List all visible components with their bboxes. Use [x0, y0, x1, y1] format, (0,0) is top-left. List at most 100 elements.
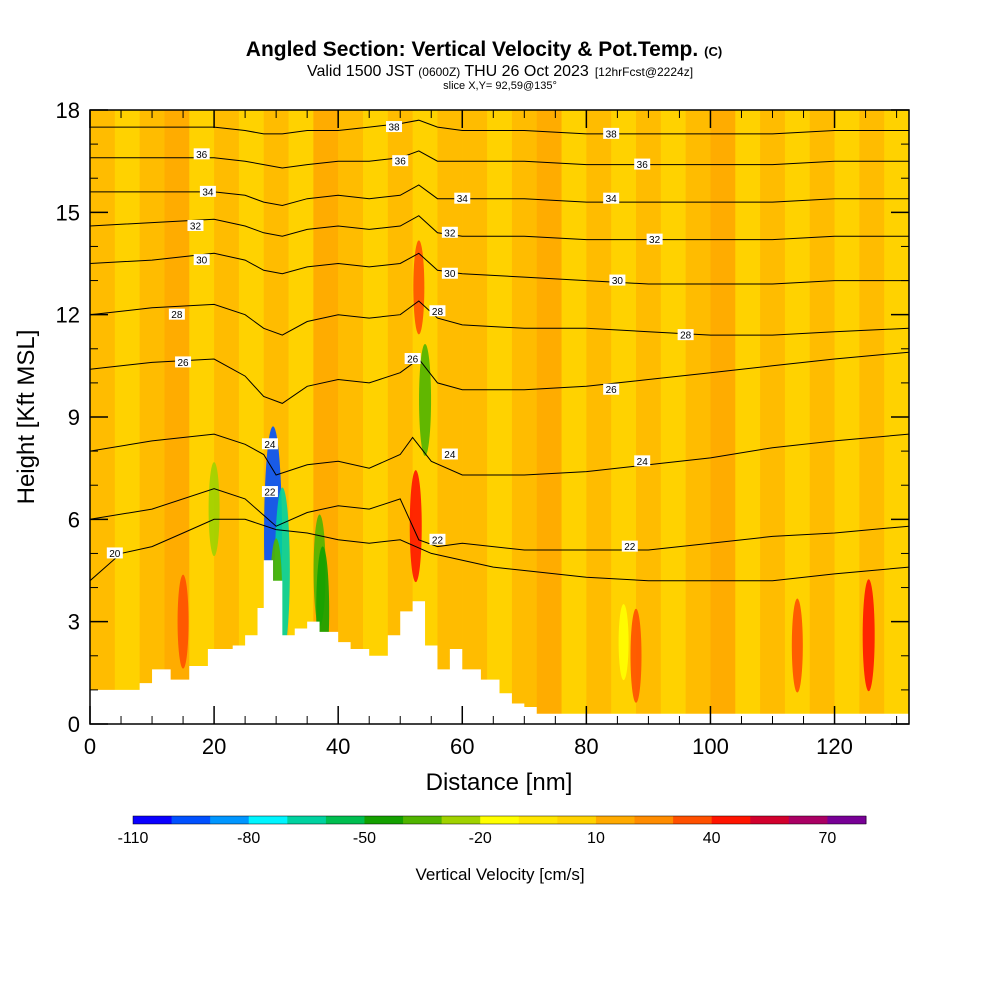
x-axis-label: Distance [nm]	[426, 769, 573, 796]
colorbar-tick-label: 10	[587, 830, 605, 847]
contour-label: 32	[187, 219, 204, 232]
colorbar-swatch	[518, 816, 558, 824]
colorbar-swatch	[325, 816, 365, 824]
contour-label: 36	[634, 158, 651, 171]
y-tick-label: 0	[68, 712, 80, 737]
contour-label-text: 24	[637, 457, 649, 468]
velocity-stripe	[462, 110, 488, 724]
theta-contour-38	[90, 119, 909, 135]
contour-label-text: 28	[432, 307, 444, 318]
contour-label: 36	[392, 155, 409, 168]
contour-label-text: 30	[444, 269, 456, 280]
velocity-stripe	[139, 110, 165, 724]
colorbar-swatch	[441, 816, 481, 824]
colorbar-swatch	[557, 816, 597, 824]
contour-label: 30	[193, 254, 210, 267]
contour-label: 28	[677, 329, 694, 342]
velocity-feature	[791, 598, 803, 693]
colorbar-tick-label: 40	[703, 830, 721, 847]
theta-contour-36	[90, 150, 909, 169]
contour-label: 20	[106, 547, 123, 560]
theta-contour-26	[90, 351, 909, 404]
colorbar-swatch	[827, 816, 867, 824]
contour-label-text: 32	[444, 228, 456, 239]
contour-label: 32	[441, 226, 458, 239]
velocity-feature	[177, 574, 189, 669]
velocity-feature	[630, 608, 642, 703]
colorbar-tick-label: -110	[118, 830, 149, 847]
colorbar-tick-label: -80	[237, 830, 260, 847]
contour-label: 24	[261, 438, 278, 451]
contour-label-text: 30	[612, 276, 624, 287]
terrain	[90, 560, 909, 724]
theta-contour-22	[90, 488, 909, 551]
theta-contours	[90, 119, 909, 582]
y-tick-label: 6	[68, 507, 80, 532]
colorbar-swatch	[788, 816, 828, 824]
contour-label: 38	[386, 121, 403, 134]
contour-label-text: 34	[457, 194, 469, 205]
contour-label-text: 22	[432, 535, 444, 546]
theta-contour-30	[90, 252, 909, 285]
velocity-stripe	[586, 110, 612, 724]
colorbar-swatch	[634, 816, 674, 824]
velocity-stripe	[685, 110, 711, 724]
colorbar-swatch	[480, 816, 520, 824]
contour-label: 28	[429, 305, 446, 318]
y-tick-label: 3	[68, 610, 80, 635]
chart-subtitle: Valid 1500 JST (0600Z) THU 26 Oct 2023 [12h…	[307, 63, 693, 80]
contour-label: 24	[634, 455, 651, 468]
theta-contour-20	[90, 518, 909, 582]
theta-contour-24	[90, 433, 909, 476]
contour-label-text: 36	[637, 160, 649, 171]
contour-label-text: 24	[264, 440, 276, 451]
colorbar-swatch	[133, 816, 173, 824]
contour-label-text: 32	[649, 235, 661, 246]
contour-label: 38	[603, 127, 620, 140]
colorbar-swatch	[210, 816, 250, 824]
contour-label-text: 32	[190, 221, 202, 232]
contour-label: 36	[193, 148, 210, 161]
colorbar-swatch	[171, 816, 211, 824]
contour-label-text: 26	[407, 355, 419, 366]
colorbar-swatch	[364, 816, 404, 824]
colorbar-swatch	[673, 816, 713, 824]
contour-label: 26	[175, 356, 192, 369]
theta-contour-34	[90, 184, 909, 207]
contour-label: 28	[168, 308, 185, 321]
contour-label-text: 28	[680, 331, 692, 342]
colorbar-swatch	[248, 816, 288, 824]
velocity-stripe	[809, 110, 835, 724]
contour-label: 24	[441, 448, 458, 461]
colorbar-title: Vertical Velocity [cm/s]	[415, 865, 584, 884]
colorbar: -110 -80 -50 -20 10 40 70	[118, 815, 867, 847]
x-tick-label: 40	[326, 734, 350, 759]
contour-label-text: 38	[388, 123, 400, 134]
contour-label: 30	[609, 274, 626, 287]
colorbar-tick-label: -50	[353, 830, 376, 847]
x-tick-label: 80	[574, 734, 598, 759]
velocity-feature	[419, 343, 432, 456]
colorbar-swatch	[595, 816, 636, 824]
y-tick-label: 12	[56, 303, 80, 328]
colorbar-tick-label: 70	[819, 830, 837, 847]
contour-label-text: 36	[196, 150, 208, 161]
contour-label: 34	[199, 185, 216, 198]
contour-label-text: 22	[264, 488, 276, 499]
y-tick-label: 9	[68, 405, 80, 430]
contour-label-text: 22	[624, 542, 636, 553]
colorbar-swatch	[403, 816, 443, 824]
velocity-stripe	[710, 110, 736, 724]
contour-label: 30	[441, 267, 458, 280]
theta-contour-28	[90, 300, 909, 336]
contour-label-text: 26	[606, 385, 618, 396]
velocity-stripe	[214, 110, 239, 724]
contour-label-text: 36	[395, 157, 407, 168]
plot-area: 20 22 22 22 24 24 24 26 26 26 28 28 28 30 30 30 32 32 32 34…	[90, 110, 909, 724]
contour-label-text: 24	[444, 450, 456, 461]
contour-label: 32	[646, 233, 663, 246]
contour-label-text: 30	[196, 256, 208, 267]
contour-label-text: 26	[178, 358, 190, 369]
